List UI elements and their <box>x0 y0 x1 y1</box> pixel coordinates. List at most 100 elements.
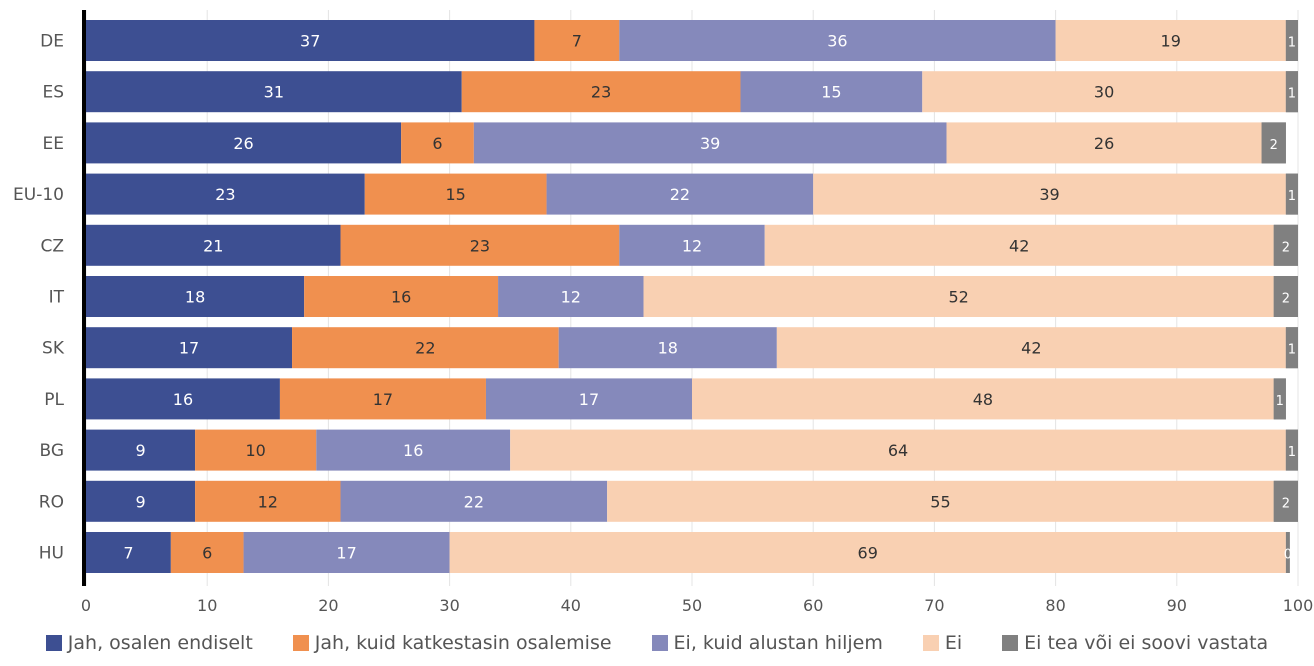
y-axis-line <box>82 10 86 586</box>
bar-segment <box>473 122 947 164</box>
category-label: HU <box>39 544 64 564</box>
legend-item: Ei <box>922 632 962 654</box>
data-label: 17 <box>579 390 599 409</box>
data-label: 39 <box>700 134 720 153</box>
bar-segment <box>195 429 317 471</box>
bar-segment <box>279 378 486 420</box>
data-label: 39 <box>1039 185 1059 204</box>
data-label: 26 <box>233 134 253 153</box>
x-tick-label: 60 <box>803 596 823 615</box>
data-label: 42 <box>1021 339 1041 358</box>
bar-segment <box>764 224 1274 266</box>
x-tick-label: 50 <box>682 596 702 615</box>
legend: Jah, osalen endiselt Jah, kuid katkestas… <box>0 620 1314 666</box>
legend-label: Ei tea või ei soovi vastata <box>1024 632 1269 654</box>
bar-segment <box>692 378 1274 420</box>
category-label: IT <box>49 288 65 308</box>
bar-segment <box>86 20 535 61</box>
category-label: ES <box>42 83 64 103</box>
data-label: 12 <box>561 288 581 307</box>
bar-segment <box>340 224 620 266</box>
bar-segment <box>170 532 244 573</box>
data-label: 55 <box>930 492 950 511</box>
data-label: 36 <box>827 32 847 51</box>
data-label: 37 <box>300 32 320 51</box>
bar-segment-cap <box>1285 173 1298 215</box>
bar-segment <box>510 429 1286 471</box>
legend-item: Ei, kuid alustan hiljem <box>651 632 883 654</box>
bar-segment-cap <box>1285 532 1290 573</box>
data-label: 1 <box>1288 343 1296 358</box>
data-label: 2 <box>1282 240 1290 255</box>
category-label: BG <box>39 441 64 461</box>
bar-segment <box>461 71 741 113</box>
data-label: 12 <box>682 236 702 255</box>
bar-segment <box>485 378 692 420</box>
data-label: 42 <box>1009 236 1029 255</box>
x-tick-label: 100 <box>1283 596 1314 615</box>
category-label: RO <box>39 492 64 512</box>
x-tick-label: 0 <box>81 596 91 615</box>
data-label: 22 <box>464 492 484 511</box>
bar-segment <box>643 276 1274 317</box>
bar-segment <box>946 122 1262 164</box>
data-label: 31 <box>264 83 284 102</box>
data-label: 9 <box>135 492 145 511</box>
x-tick-label: 80 <box>1045 596 1065 615</box>
data-label: 10 <box>246 441 266 460</box>
bar-segment <box>86 122 402 164</box>
data-label: 23 <box>591 83 611 102</box>
data-label: 6 <box>202 544 212 563</box>
legend-swatch <box>292 635 309 651</box>
bar-segment <box>498 276 644 317</box>
legend-label: Jah, osalen endiselt <box>67 632 253 654</box>
data-label: 48 <box>973 390 993 409</box>
data-label: 19 <box>1161 32 1181 51</box>
bar-segment <box>607 480 1274 522</box>
bar-segment <box>86 532 171 573</box>
bar-segment <box>922 71 1286 113</box>
data-label: 17 <box>336 544 356 563</box>
category-label: EU-10 <box>13 185 64 205</box>
data-label: 0 <box>1284 548 1292 563</box>
legend-swatch <box>651 635 668 651</box>
bar-segment <box>534 20 620 61</box>
bar-segment <box>86 276 305 317</box>
data-label: 30 <box>1094 83 1114 102</box>
bar-segment-cap <box>1285 20 1298 61</box>
legend-label: Jah, kuid katkestasin osalemise <box>314 632 612 654</box>
x-tick-label: 30 <box>439 596 459 615</box>
legend-item: Jah, osalen endiselt <box>45 632 253 654</box>
data-label: 16 <box>391 288 411 307</box>
bar-segment-cap <box>1273 224 1298 266</box>
category-label: PL <box>44 390 64 410</box>
category-label: EE <box>43 134 64 154</box>
data-label: 23 <box>470 236 490 255</box>
category-label: CZ <box>40 236 64 256</box>
data-label: 16 <box>173 390 193 409</box>
bar-segment <box>619 20 1056 61</box>
data-label: 26 <box>1094 134 1114 153</box>
chart: 0 10 20 30 40 50 60 70 80 90 100 DE 37 7 36 19 1 ES 31 23 15… <box>13 10 1314 615</box>
bar-segment <box>292 327 559 369</box>
bar-segment <box>195 480 341 522</box>
data-label: 1 <box>1276 394 1284 409</box>
data-label: 17 <box>179 339 199 358</box>
bar-segment <box>558 327 777 369</box>
data-label: 1 <box>1288 87 1296 102</box>
data-label: 6 <box>432 134 442 153</box>
x-tick-label: 20 <box>318 596 338 615</box>
x-tick-label: 90 <box>1167 596 1187 615</box>
data-label: 16 <box>403 441 423 460</box>
bar-segment <box>619 224 765 266</box>
x-tick-label: 70 <box>924 596 944 615</box>
bar-segment-cap <box>1285 429 1298 471</box>
legend-swatch <box>1002 635 1019 651</box>
bar-segment <box>1055 20 1286 61</box>
bar-segment <box>86 327 293 369</box>
legend-swatch <box>922 635 939 651</box>
category-label: SK <box>42 339 65 359</box>
data-label: 52 <box>948 288 968 307</box>
data-label: 1 <box>1288 189 1296 204</box>
